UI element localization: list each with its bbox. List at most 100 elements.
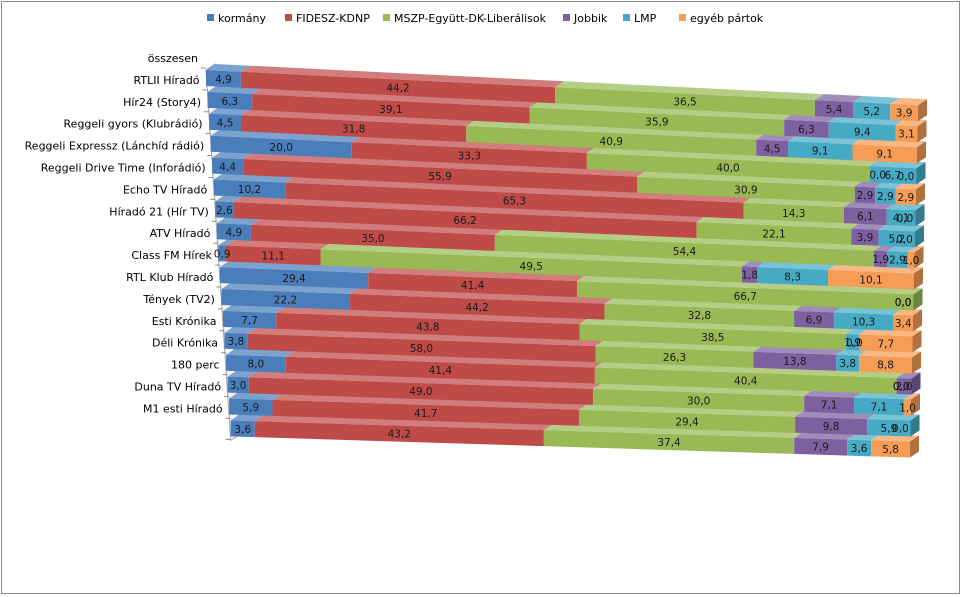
bar-segment-16-2 — [543, 430, 795, 454]
data-label-16-3: 7,9 — [812, 442, 829, 454]
bar-segment-0-0 — [206, 70, 241, 88]
bar-segment-11-0 — [222, 310, 277, 329]
category-label-1: RTLII Híradó — [134, 74, 200, 87]
bar-segment-12-1 — [247, 333, 596, 363]
data-label-14-5: 1,0 — [899, 402, 916, 414]
data-label-15-2: 29,4 — [675, 416, 699, 428]
bar-top-6-0 — [215, 195, 243, 203]
bar-end-13 — [911, 372, 921, 395]
data-label-8-5: 10,1 — [859, 275, 882, 287]
bar-segment-7-0 — [216, 223, 251, 241]
data-label-6-3: 3,9 — [857, 232, 874, 244]
bar-top-4-0 — [212, 151, 253, 159]
bar-segment-0-3 — [814, 100, 854, 118]
bar-segment-16-0 — [230, 420, 255, 438]
bar-top-1-5 — [895, 119, 927, 127]
bar-top-11-1 — [276, 306, 589, 325]
bar-segment-11-2 — [579, 324, 847, 350]
data-label-4-3: 2,9 — [857, 190, 874, 202]
bar-segment-2-3 — [756, 139, 789, 158]
bar-top-0-3 — [814, 94, 863, 102]
bar-segment-14-0 — [227, 376, 249, 394]
bar-end-14 — [911, 393, 920, 416]
bar-segment-8-5 — [827, 269, 914, 290]
bar-segment-11-4 — [846, 333, 860, 351]
bar-segment-15-4 — [867, 419, 911, 437]
legend-swatch-1 — [285, 14, 292, 21]
data-label-3-1: 33,3 — [458, 151, 481, 163]
bar-top-0-0 — [206, 64, 250, 72]
bar-segment-5-1 — [285, 182, 744, 219]
bar-segment-16-3 — [794, 437, 848, 456]
bar-segment-10-3 — [794, 310, 834, 329]
data-label-12-0: 3,8 — [228, 336, 245, 348]
bars: 3,6 43,237,4 7,9 3,6 5,85,9 41,729,4 9,8 5,90,0… — [206, 64, 927, 458]
bar-segment-6-3 — [851, 228, 879, 246]
bar-segment-0-4 — [853, 102, 891, 120]
legend-label-5: egyéb pártok — [690, 12, 764, 25]
bar-top-12-1 — [247, 327, 605, 347]
data-label-2-4: 9,1 — [812, 146, 829, 158]
data-label-1-0: 6,3 — [222, 96, 239, 108]
data-label-13-3: 2,0 — [896, 381, 913, 393]
data-label-5-2: 14,3 — [782, 208, 805, 220]
bar-segment-12-4 — [836, 354, 860, 372]
data-label-14-4: 7,1 — [871, 401, 888, 413]
bar-top-6-2 — [696, 215, 861, 229]
bar-top-1-1 — [252, 88, 539, 108]
data-label-0-3: 5,4 — [826, 104, 843, 116]
bar-segment-3-4 — [869, 166, 917, 185]
bar-end-3 — [916, 162, 926, 185]
data-label-0-4: 5,2 — [863, 106, 880, 118]
data-label-15-0: 5,9 — [242, 402, 259, 414]
data-label-13-0: 8,0 — [248, 359, 265, 371]
bar-row-13: 8,041,440,4 2,00,00,0 — [226, 348, 921, 395]
bar-end-9 — [913, 288, 923, 311]
data-label-6-5: 0,0 — [896, 234, 913, 246]
bar-top-15-0 — [229, 392, 282, 400]
data-label-9-4: 0,0 — [895, 297, 912, 309]
bar-top-13-1 — [285, 350, 604, 368]
legend-swatch-2 — [383, 14, 390, 21]
bar-end-7 — [914, 246, 924, 269]
bar-segment-8-2 — [320, 249, 742, 283]
data-label-10-5: 3,4 — [895, 318, 912, 330]
bar-top-14-1 — [248, 371, 603, 389]
bar-segment-12-0 — [224, 332, 248, 350]
data-label-9-1: 41,4 — [461, 280, 485, 292]
bar-end-6 — [915, 225, 924, 248]
bar-top-12-0 — [224, 326, 257, 334]
bar-top-10-1 — [349, 287, 614, 304]
data-label-1-4: 9,4 — [854, 127, 871, 139]
bar-end-8 — [914, 267, 923, 290]
bar-segment-3-1 — [351, 142, 587, 170]
category-label-2: Hír24 (Story4) — [123, 96, 201, 109]
data-label-15-3: 9,8 — [823, 421, 840, 433]
data-label-14-1: 49,0 — [409, 386, 432, 398]
bar-top-16-1 — [254, 415, 553, 431]
bar-end-5 — [915, 204, 925, 227]
bar-top-14-5 — [903, 393, 920, 400]
bar-segment-12-5 — [859, 355, 912, 374]
bar-top-0-1 — [240, 65, 565, 88]
bar-end-15 — [910, 414, 920, 437]
data-label-1-3: 6,3 — [798, 124, 815, 136]
data-label-1-2: 35,9 — [645, 117, 668, 129]
category-label-12: Esti Krónika — [152, 315, 217, 328]
data-label-4-2: 30,9 — [734, 185, 757, 197]
bar-segment-11-1 — [276, 312, 580, 341]
data-label-8-0: 0,9 — [214, 248, 231, 260]
bar-top-12-2 — [595, 340, 763, 352]
data-label-12-1: 58,0 — [410, 343, 433, 355]
bar-segment-14-1 — [248, 377, 594, 405]
bar-segment-3-2 — [586, 153, 870, 183]
data-label-4-1: 55,9 — [428, 171, 451, 183]
bar-end-1 — [917, 120, 927, 143]
data-label-0-0: 4,9 — [215, 74, 232, 86]
data-label-9-0: 29,4 — [282, 273, 306, 285]
bar-segment-10-2 — [604, 303, 795, 327]
bar-row-11: 7,7 43,8 38,5 0,01,9 7,7 — [222, 304, 922, 353]
data-label-4-5: 2,9 — [897, 192, 914, 204]
bar-segment-2-0 — [209, 113, 241, 132]
category-label-4: Reggeli Expressz (Lánchíd rádió) — [25, 140, 205, 153]
